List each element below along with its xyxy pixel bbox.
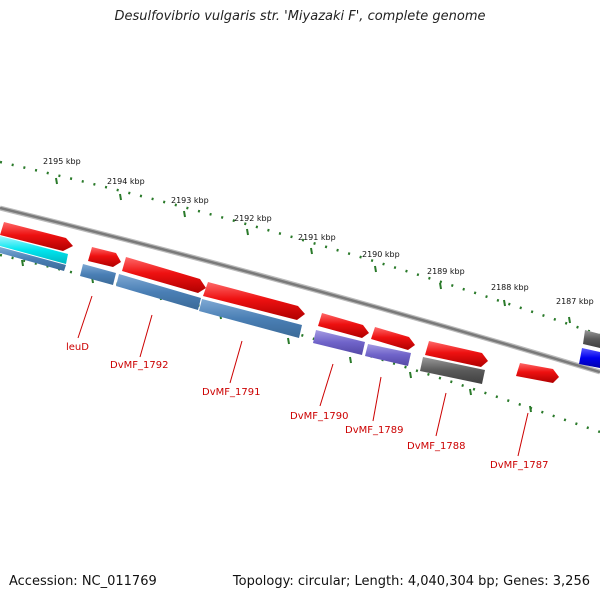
gene-feature[interactable] [516,363,559,383]
major-tick [374,265,377,273]
major-tick [568,316,571,324]
kbp-label: 2190 kbp [362,250,400,259]
gene-feature[interactable] [425,341,488,367]
gene-label-dvmf-1787: DvMF_1787 [490,460,548,471]
major-tick [246,228,249,236]
kbp-label: 2192 kbp [234,214,272,223]
blue-feature-edge[interactable] [579,348,600,368]
kbp-label: 2191 kbp [298,233,336,242]
other-features [0,236,600,384]
gene-label-dvmf-1791: DvMF_1791 [202,387,260,398]
outer-tick-ring [0,160,600,337]
gene-feature[interactable] [371,327,415,350]
gene-feature-dvmf-1790[interactable] [313,330,365,355]
gene-label-dvmf-1792: DvMF_1792 [110,360,168,371]
gene-label-leuD: leuD [66,342,89,353]
major-tick [119,193,122,201]
map-title: Desulfovibrio vulgaris str. 'Miyazaki F'… [114,9,486,24]
gene-label-dvmf-1789: DvMF_1789 [345,425,403,436]
kbp-scale-labels: 2195 kbp 2194 kbp 2193 kbp 2192 kbp 2191… [43,157,594,306]
major-tick [55,177,58,185]
kbp-label: 2194 kbp [107,177,145,186]
major-tick [439,282,442,290]
gene-labels: leuD DvMF_1792 DvMF_1791 DvMF_1790 DvMF_… [66,342,548,471]
gene-feature[interactable] [122,257,206,293]
gene-feature-dvmf-1788[interactable] [420,357,485,384]
kbp-label: 2195 kbp [43,157,81,166]
gene-feature-dvmf-1789[interactable] [365,344,411,366]
gene-feature[interactable] [203,282,305,320]
gene-label-dvmf-1788: DvMF_1788 [407,441,465,452]
major-tick [310,247,313,255]
gene-feature[interactable] [88,247,121,267]
gene-feature-dvmf-1791[interactable] [199,299,302,338]
grey-feature-edge[interactable] [583,330,600,348]
kbp-label: 2188 kbp [491,283,529,292]
forward-strand-features [0,222,559,383]
inner-tick-marks [21,259,532,413]
gene-feature[interactable] [0,222,73,251]
major-tick [503,299,506,307]
gene-feature[interactable] [318,313,369,338]
gene-label-dvmf-1790: DvMF_1790 [290,411,348,422]
accession-text: Accession: NC_011769 [9,574,157,589]
cyan-feature[interactable] [0,236,68,264]
gene-feature-leuD[interactable] [80,264,116,285]
genome-stats-text: Topology: circular; Length: 4,040,304 bp… [232,574,590,589]
kbp-label: 2187 kbp [556,297,594,306]
gene-feature-dvmf-1792[interactable] [116,274,201,310]
genome-backbone [0,206,600,374]
kbp-label: 2193 kbp [171,196,209,205]
steel-feature[interactable] [0,247,66,271]
label-leader-lines [77,295,529,457]
kbp-label: 2189 kbp [427,267,465,276]
major-tick [183,210,186,218]
